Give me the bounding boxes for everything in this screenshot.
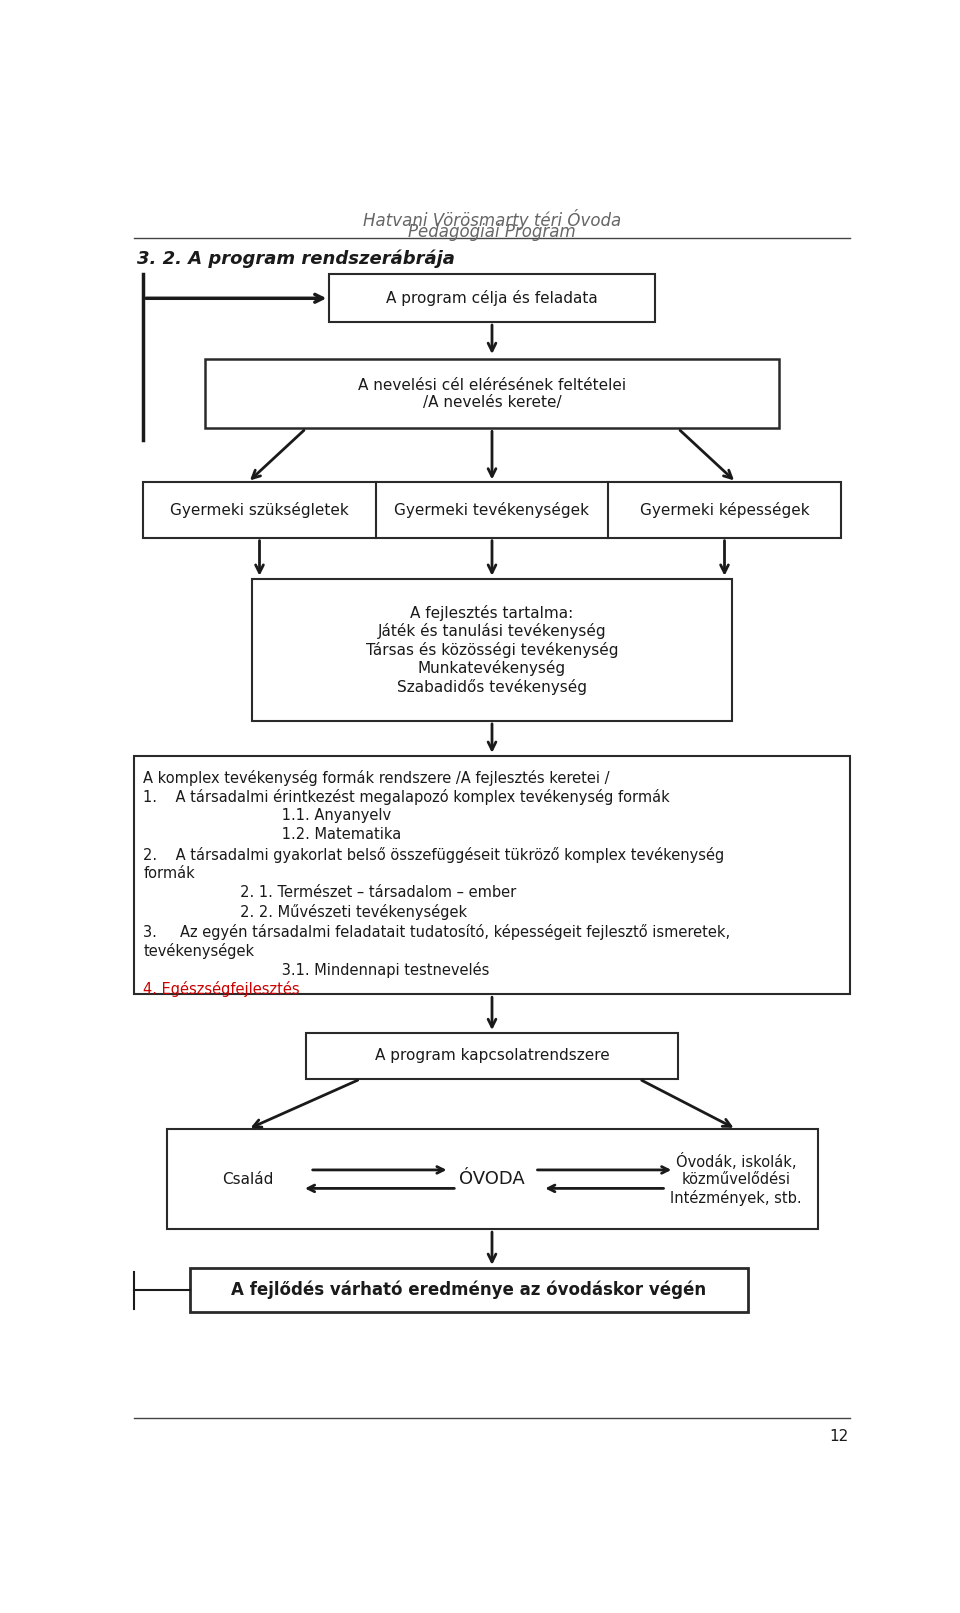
- Bar: [134, 755, 850, 994]
- Bar: [306, 1032, 678, 1079]
- Text: 2. 2. Művészeti tevékenységek: 2. 2. Művészeti tevékenységek: [143, 905, 468, 921]
- Text: A fejlődés várható eredménye az óvodáskor végén: A fejlődés várható eredménye az óvodásko…: [231, 1281, 707, 1300]
- Text: 3.1. Mindennapi testnevelés: 3.1. Mindennapi testnevelés: [143, 961, 490, 977]
- Bar: [190, 1268, 748, 1313]
- Bar: [143, 482, 841, 537]
- Bar: [205, 360, 779, 429]
- Text: Hatvani Vörösmarty téri Óvoda: Hatvani Vörösmarty téri Óvoda: [363, 210, 621, 231]
- Text: A program kapcsolatrendszere: A program kapcsolatrendszere: [374, 1048, 610, 1063]
- Text: Gyermeki képességek: Gyermeki képességek: [639, 502, 809, 518]
- Text: Óvodák, iskolák,
közművelődési
Intézmények, stb.: Óvodák, iskolák, közművelődési Intézmény…: [670, 1153, 802, 1205]
- Text: 3. 2. A program rendszerábrája: 3. 2. A program rendszerábrája: [137, 248, 455, 268]
- Text: ÓVODA: ÓVODA: [459, 1169, 525, 1189]
- Text: 1.1. Anyanyelv: 1.1. Anyanyelv: [143, 808, 392, 823]
- Text: Pedagógiai Program: Pedagógiai Program: [408, 223, 576, 242]
- Text: 12: 12: [829, 1429, 849, 1444]
- Text: A fejlesztés tartalma:
Játék és tanulási tevékenység
Társas és közösségi tevéken: A fejlesztés tartalma: Játék és tanulási…: [366, 605, 618, 695]
- Text: Gyermeki szükségletek: Gyermeki szükségletek: [170, 502, 348, 518]
- Text: 1.    A társadalmi érintkezést megalapozó komplex tevékenység formák: 1. A társadalmi érintkezést megalapozó k…: [143, 789, 670, 805]
- Text: formák: formák: [143, 866, 195, 881]
- Bar: [166, 1129, 818, 1229]
- Text: 3.     Az egyén társadalmi feladatait tudatosító, képességeit fejlesztő ismerete: 3. Az egyén társadalmi feladatait tudato…: [143, 924, 731, 939]
- Text: A program célja és feladata: A program célja és feladata: [386, 290, 598, 306]
- Bar: [329, 274, 655, 323]
- Bar: [252, 579, 732, 721]
- Text: 2.    A társadalmi gyakorlat belső összefüggéseit tükröző komplex tevékenység: 2. A társadalmi gyakorlat belső összefüg…: [143, 847, 725, 863]
- Text: Gyermeki tevékenységek: Gyermeki tevékenységek: [395, 502, 589, 518]
- Text: 2. 1. Természet – társadalom – ember: 2. 1. Természet – társadalom – ember: [143, 886, 516, 900]
- Text: A komplex tevékenység formák rendszere /A fejlesztés keretei /: A komplex tevékenység formák rendszere /…: [143, 769, 610, 786]
- Text: Család: Család: [222, 1171, 274, 1187]
- Text: tevékenységek: tevékenységek: [143, 942, 254, 958]
- Text: 4. Egészségfejlesztés: 4. Egészségfejlesztés: [143, 981, 300, 997]
- Text: A nevelési cél elérésének feltételei
/A nevelés kerete/: A nevelési cél elérésének feltételei /A …: [358, 377, 626, 410]
- Text: 1.2. Matematika: 1.2. Matematika: [143, 827, 401, 842]
